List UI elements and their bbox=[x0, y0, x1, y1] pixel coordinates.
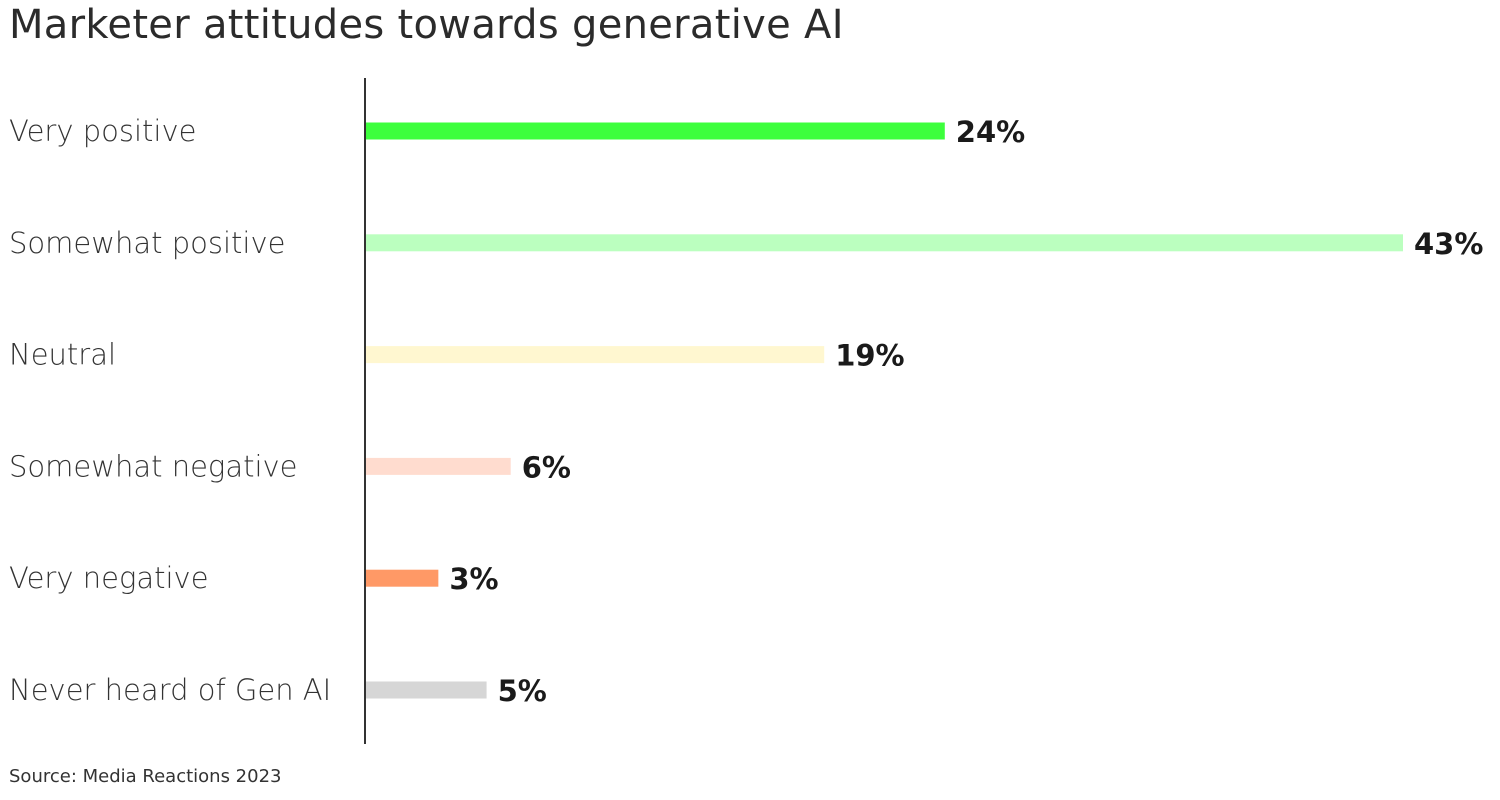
bar bbox=[366, 681, 487, 699]
bar bbox=[366, 234, 1403, 252]
category-label: Very positive bbox=[9, 114, 196, 148]
data-label: 3% bbox=[449, 562, 498, 596]
bar bbox=[366, 122, 945, 140]
chart-source: Source: Media Reactions 2023 bbox=[9, 766, 282, 787]
category-label: Never heard of Gen AI bbox=[9, 673, 331, 707]
data-label: 6% bbox=[522, 450, 571, 484]
category-label: Somewhat positive bbox=[9, 226, 285, 260]
bar bbox=[366, 457, 511, 475]
data-label: 43% bbox=[1414, 227, 1483, 261]
category-label: Very negative bbox=[9, 561, 209, 595]
bar bbox=[366, 569, 439, 587]
data-label: 5% bbox=[498, 674, 547, 708]
data-label: 24% bbox=[956, 115, 1025, 149]
category-label: Somewhat negative bbox=[9, 449, 298, 483]
bar bbox=[366, 346, 825, 364]
chart-title: Marketer attitudes towards generative AI bbox=[9, 2, 844, 48]
category-label: Neutral bbox=[9, 338, 116, 372]
data-label: 19% bbox=[835, 339, 904, 373]
